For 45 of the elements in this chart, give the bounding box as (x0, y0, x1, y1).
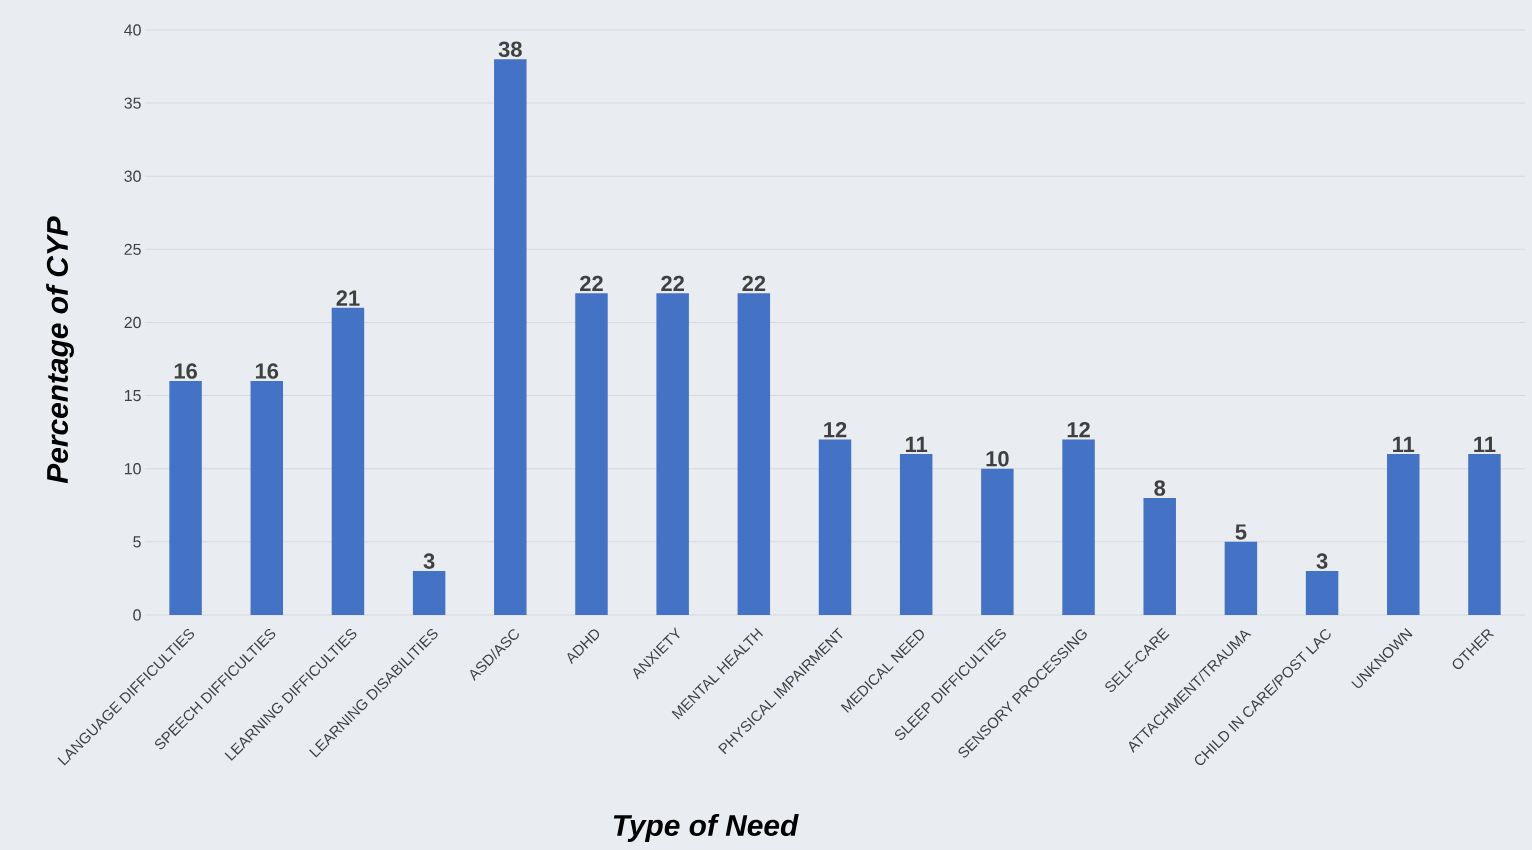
bar (656, 293, 689, 615)
bar (1468, 454, 1501, 615)
data-label: 8 (1154, 480, 1166, 496)
bar (169, 380, 202, 615)
y-tick-label: 20 (124, 316, 141, 329)
data-label: 5 (1235, 524, 1247, 540)
y-tick-label: 15 (124, 390, 141, 402)
y-tick-label: 0 (133, 609, 141, 621)
y-tick-label: 40 (124, 24, 141, 36)
bar (1062, 439, 1095, 615)
data-label: 22 (661, 275, 684, 292)
bar (412, 571, 446, 615)
bar (1224, 541, 1258, 615)
y-tick-label: 35 (124, 97, 141, 109)
bar (494, 59, 527, 615)
data-label: 16 (174, 363, 197, 379)
bar (1305, 571, 1339, 615)
bar (1143, 497, 1176, 615)
data-label: 10 (986, 451, 1009, 467)
y-axis-title: Percentage of CYP (46, 216, 74, 484)
data-label: 12 (824, 421, 847, 438)
bar (737, 293, 771, 615)
data-label: 3 (1316, 553, 1328, 569)
data-label: 22 (742, 275, 766, 292)
bar (1387, 454, 1420, 615)
bar (331, 307, 365, 615)
data-label: 11 (1393, 436, 1415, 452)
data-label: 16 (255, 363, 279, 379)
data-label: 38 (498, 41, 522, 58)
y-tick-label: 25 (124, 243, 141, 256)
data-label: 21 (336, 290, 360, 306)
y-tick-label: 10 (124, 463, 141, 475)
y-tick-label: 5 (133, 536, 141, 548)
bar (899, 454, 933, 615)
y-tick-label: 30 (124, 170, 141, 182)
data-label: 12 (1067, 421, 1090, 438)
data-label: 22 (580, 275, 603, 292)
data-label: 11 (1474, 436, 1496, 452)
data-label: 11 (905, 436, 928, 452)
bar (250, 380, 283, 615)
data-label: 3 (423, 553, 435, 569)
bar (818, 439, 852, 615)
bar (575, 293, 608, 615)
bar (981, 468, 1014, 615)
x-axis-title: Type of Need (613, 814, 799, 842)
